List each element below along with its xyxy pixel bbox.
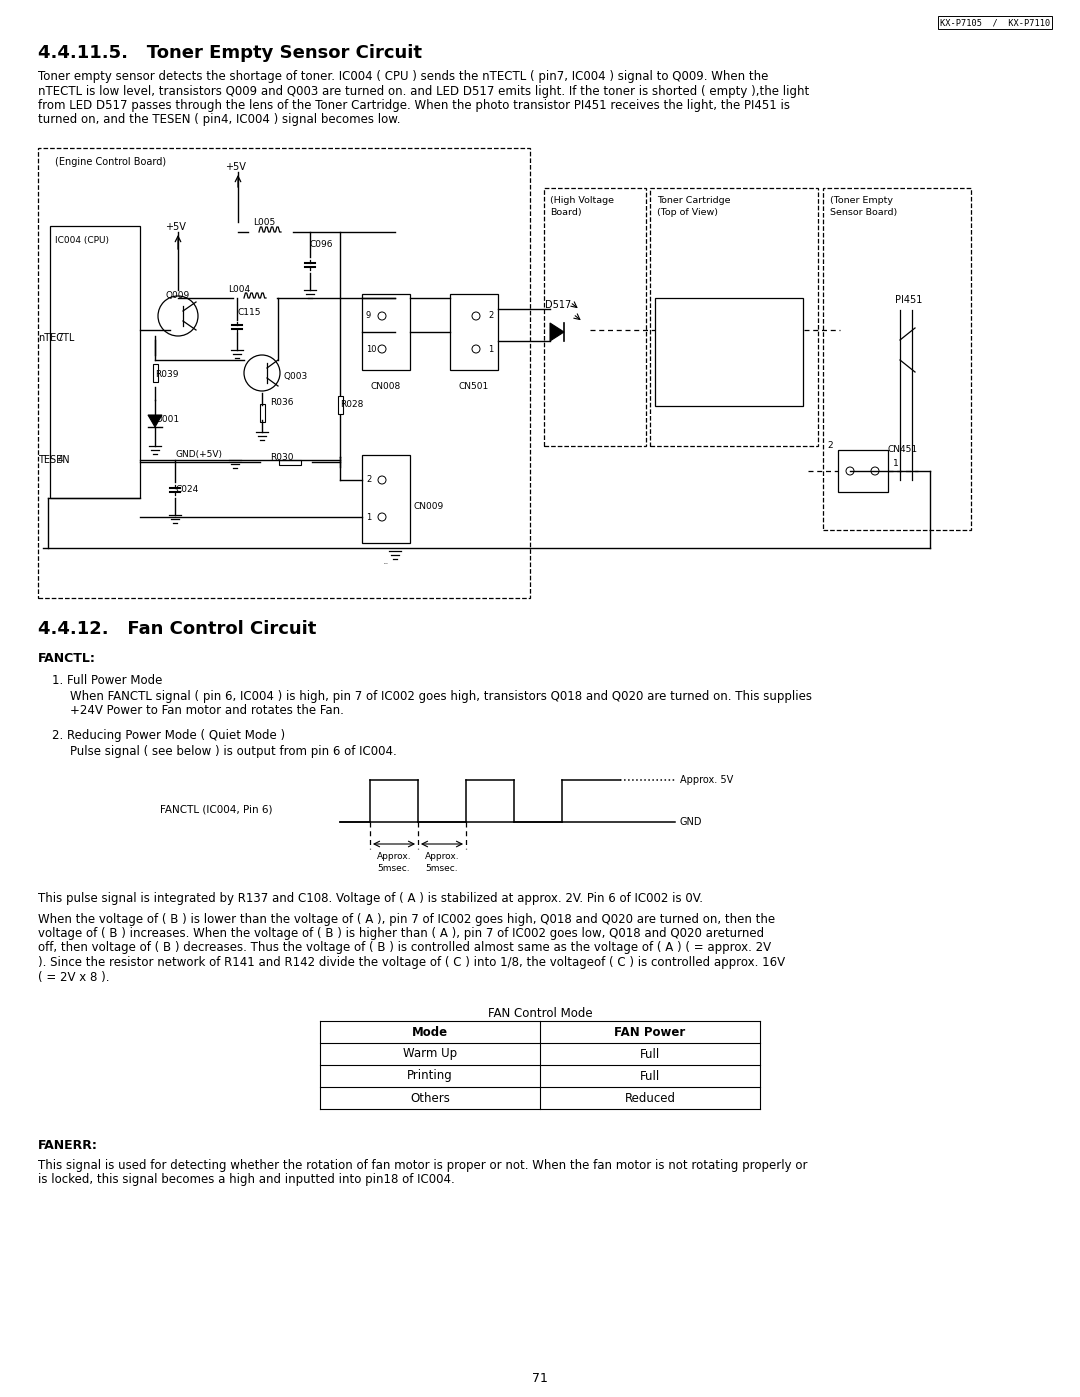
- Text: 9: 9: [366, 312, 372, 320]
- Text: Reduced: Reduced: [624, 1091, 675, 1105]
- Text: +5V: +5V: [165, 222, 186, 232]
- Text: from LED D517 passes through the lens of the Toner Cartridge. When the photo tra: from LED D517 passes through the lens of…: [38, 99, 789, 112]
- Text: voltage of ( B ) increases. When the voltage of ( B ) is higher than ( A ), pin : voltage of ( B ) increases. When the vol…: [38, 928, 765, 940]
- Bar: [544, 189, 646, 446]
- Text: 10: 10: [366, 345, 377, 353]
- Text: Q009: Q009: [166, 291, 190, 300]
- Bar: [259, 404, 265, 422]
- Text: Full: Full: [639, 1070, 660, 1083]
- Text: C096: C096: [310, 240, 334, 249]
- Bar: [50, 226, 140, 497]
- Text: 2: 2: [366, 475, 372, 485]
- Text: 4.4.12.   Fan Control Circuit: 4.4.12. Fan Control Circuit: [38, 620, 316, 638]
- Text: 1: 1: [893, 458, 899, 468]
- Polygon shape: [148, 415, 162, 427]
- Bar: [838, 450, 888, 492]
- Text: nTECTL: nTECTL: [38, 332, 75, 344]
- Bar: [654, 298, 804, 407]
- Text: FANCTL:: FANCTL:: [38, 652, 96, 665]
- Text: 1: 1: [366, 513, 372, 521]
- Text: FANERR:: FANERR:: [38, 1139, 98, 1153]
- Text: 2. Reducing Power Mode ( Quiet Mode ): 2. Reducing Power Mode ( Quiet Mode ): [52, 729, 285, 742]
- Text: CN008: CN008: [370, 381, 401, 391]
- Text: is locked, this signal becomes a high and inputted into pin18 of IC004.: is locked, this signal becomes a high an…: [38, 1173, 455, 1186]
- Text: Printing: Printing: [407, 1070, 453, 1083]
- Text: 2: 2: [488, 312, 494, 320]
- Text: Pulse signal ( see below ) is output from pin 6 of IC004.: Pulse signal ( see below ) is output fro…: [70, 745, 396, 759]
- Text: R039: R039: [156, 370, 178, 379]
- Text: C115: C115: [237, 307, 260, 317]
- Text: 5msec.: 5msec.: [426, 863, 458, 873]
- Text: (Top of View): (Top of View): [657, 208, 718, 217]
- Text: CN451: CN451: [888, 446, 918, 454]
- Text: TESEN: TESEN: [38, 455, 69, 465]
- Bar: [337, 395, 342, 414]
- Text: Full: Full: [639, 1048, 660, 1060]
- Text: 4: 4: [57, 455, 63, 464]
- Text: Warm Up: Warm Up: [403, 1048, 457, 1060]
- Text: This signal is used for detecting whether the rotation of fan motor is proper or: This signal is used for detecting whethe…: [38, 1160, 808, 1172]
- Text: ). Since the resistor network of R141 and R142 divide the voltage of ( C ) into : ). Since the resistor network of R141 an…: [38, 956, 785, 970]
- Text: +24V Power to Fan motor and rotates the Fan.: +24V Power to Fan motor and rotates the …: [70, 704, 343, 718]
- Text: Mode: Mode: [411, 1025, 448, 1038]
- Text: Approx. 5V: Approx. 5V: [680, 775, 733, 785]
- Bar: [450, 293, 498, 370]
- Text: R028: R028: [340, 400, 363, 409]
- Text: PI451: PI451: [895, 295, 922, 305]
- Text: This pulse signal is integrated by R137 and C108. Voltage of ( A ) is stabilized: This pulse signal is integrated by R137 …: [38, 893, 703, 905]
- Text: R030: R030: [270, 453, 294, 462]
- Text: ( = 2V x 8 ).: ( = 2V x 8 ).: [38, 971, 109, 983]
- Text: (Toner Empty: (Toner Empty: [831, 196, 893, 205]
- Text: 1. Full Power Mode: 1. Full Power Mode: [52, 673, 162, 687]
- Text: L004: L004: [228, 285, 251, 293]
- Text: GND: GND: [680, 817, 702, 827]
- Text: off, then voltage of ( B ) decreases. Thus the voltage of ( B ) is controlled al: off, then voltage of ( B ) decreases. Th…: [38, 942, 771, 954]
- Text: Approx.: Approx.: [424, 852, 459, 861]
- Text: Toner empty sensor detects the shortage of toner. IC004 ( CPU ) sends the nTECTL: Toner empty sensor detects the shortage …: [38, 70, 768, 82]
- Text: C024: C024: [175, 485, 199, 495]
- Bar: [38, 148, 530, 598]
- Text: When FANCTL signal ( pin 6, IC004 ) is high, pin 7 of IC002 goes high, transisto: When FANCTL signal ( pin 6, IC004 ) is h…: [70, 690, 812, 703]
- Text: Others: Others: [410, 1091, 450, 1105]
- Text: CN009: CN009: [413, 502, 443, 511]
- Text: 4.4.11.5.   Toner Empty Sensor Circuit: 4.4.11.5. Toner Empty Sensor Circuit: [38, 43, 422, 61]
- Text: L005: L005: [253, 218, 275, 226]
- Text: Toner Cartridge: Toner Cartridge: [657, 196, 730, 205]
- Bar: [650, 189, 818, 446]
- Text: FAN Control Mode: FAN Control Mode: [488, 1007, 592, 1020]
- Polygon shape: [550, 323, 564, 341]
- Text: IC004 (CPU): IC004 (CPU): [55, 236, 109, 244]
- Bar: [152, 365, 158, 381]
- Text: 1: 1: [488, 345, 494, 353]
- Text: 2: 2: [827, 440, 833, 450]
- Text: 71: 71: [532, 1372, 548, 1384]
- Bar: [362, 455, 410, 543]
- Text: FANCTL (IC004, Pin 6): FANCTL (IC004, Pin 6): [160, 805, 272, 814]
- Text: turned on, and the TESEN ( pin4, IC004 ) signal becomes low.: turned on, and the TESEN ( pin4, IC004 )…: [38, 113, 401, 127]
- Text: nTECTL is low level, transistors Q009 and Q003 are turned on. and LED D517 emits: nTECTL is low level, transistors Q009 an…: [38, 84, 809, 98]
- Text: (High Voltage: (High Voltage: [550, 196, 615, 205]
- Text: Approx.: Approx.: [377, 852, 411, 861]
- Text: D001: D001: [156, 415, 179, 425]
- Bar: [362, 293, 410, 370]
- Text: KX-P7105  /  KX-P7110: KX-P7105 / KX-P7110: [940, 18, 1050, 27]
- Text: (Engine Control Board): (Engine Control Board): [55, 156, 166, 168]
- Text: GND(+5V): GND(+5V): [175, 450, 222, 460]
- Text: +5V: +5V: [225, 162, 246, 172]
- Text: Board): Board): [550, 208, 582, 217]
- Text: D517: D517: [545, 300, 571, 310]
- Text: R036: R036: [270, 398, 294, 407]
- Text: 7: 7: [57, 334, 63, 342]
- Text: Sensor Board): Sensor Board): [831, 208, 897, 217]
- Text: Q003: Q003: [284, 373, 308, 381]
- Text: 5msec.: 5msec.: [378, 863, 410, 873]
- Text: CN501: CN501: [459, 381, 489, 391]
- Bar: [823, 189, 971, 529]
- Text: When the voltage of ( B ) is lower than the voltage of ( A ), pin 7 of IC002 goe: When the voltage of ( B ) is lower than …: [38, 912, 775, 925]
- Bar: [279, 460, 301, 464]
- Text: FAN Power: FAN Power: [615, 1025, 686, 1038]
